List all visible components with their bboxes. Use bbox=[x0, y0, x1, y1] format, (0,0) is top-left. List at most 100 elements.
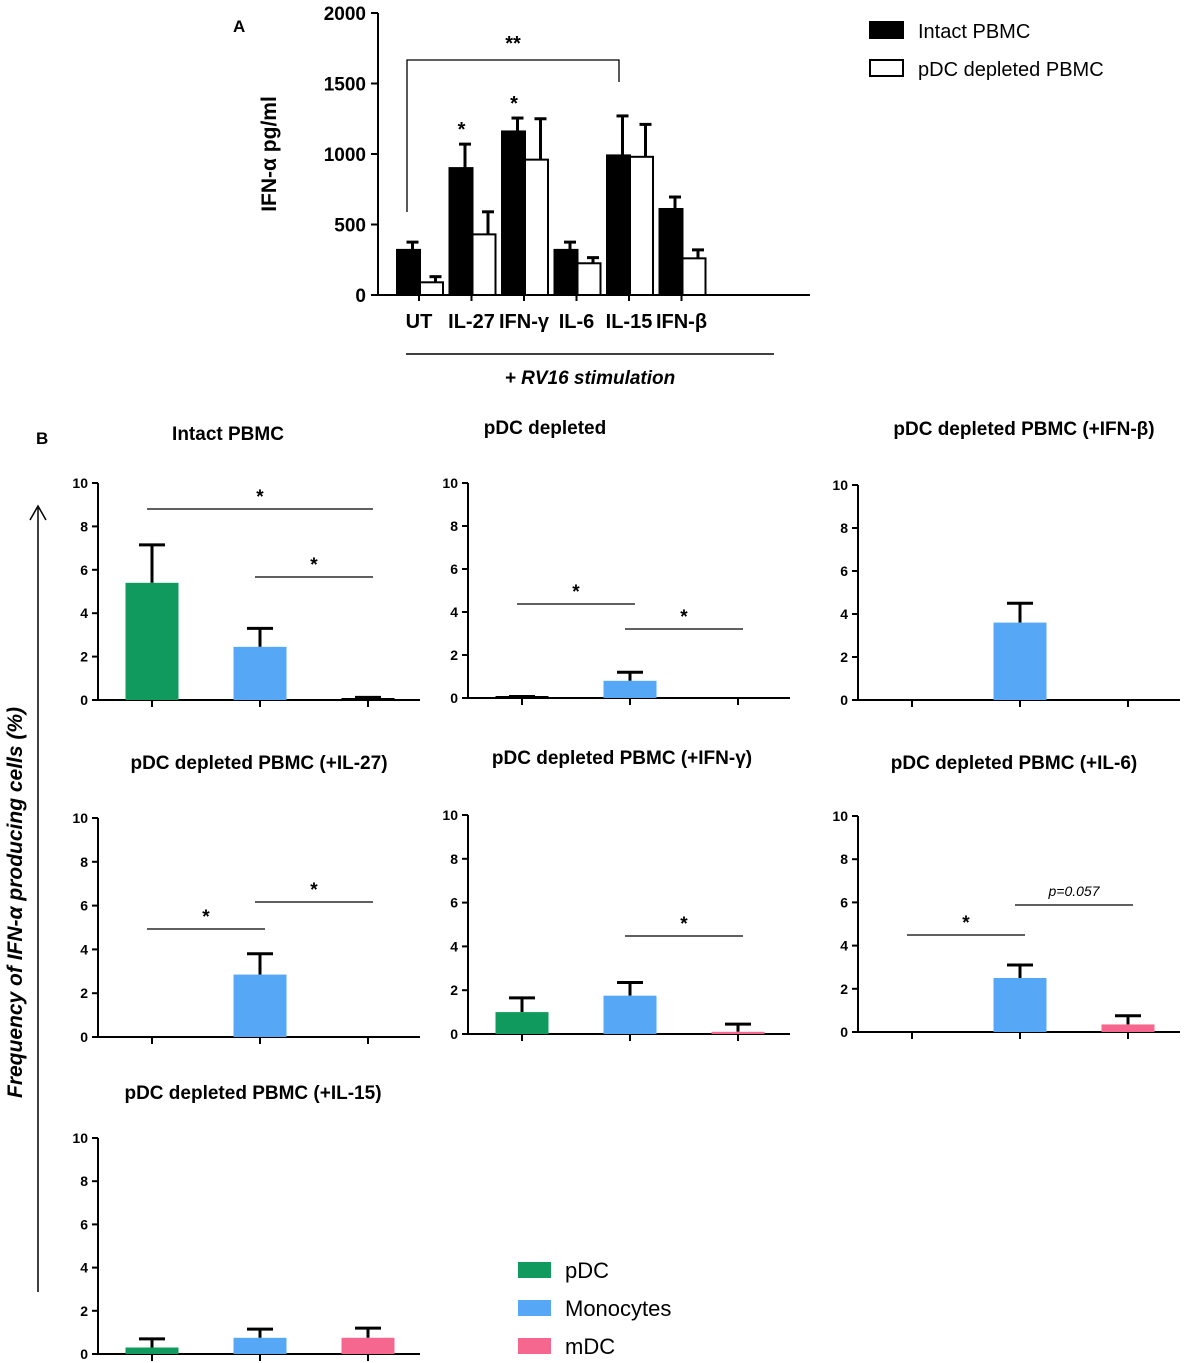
a-legend-label-intact-pbmc: Intact PBMC bbox=[918, 21, 1030, 43]
a-bar-intact-pbmc-il-27 bbox=[448, 167, 474, 297]
b-y-tick-label: 4 bbox=[450, 604, 458, 620]
a-bar-pdc-depleted-pbmc-ut bbox=[419, 281, 444, 296]
b-legend-label-pdc: pDC bbox=[565, 1258, 609, 1283]
b-y-tick-label: 8 bbox=[80, 854, 88, 870]
b-y-tick-label: 0 bbox=[840, 1024, 848, 1040]
b-y-tick-label: 4 bbox=[80, 941, 88, 957]
b-significance-star: * bbox=[680, 914, 688, 935]
b-significance-star: * bbox=[572, 582, 580, 603]
a-x-tick-label-ifn: IFN-β bbox=[656, 311, 707, 333]
a-bar-pdc-depleted-pbmc-il-15 bbox=[629, 155, 654, 296]
b-ylabel-arrow-head bbox=[29, 504, 47, 521]
b-y-tick-label: 0 bbox=[80, 1346, 88, 1362]
b-y-tick-label: 10 bbox=[72, 1130, 88, 1146]
b-y-tick-label: 10 bbox=[832, 477, 848, 493]
b-significance-star: * bbox=[310, 555, 318, 576]
a-bar-intact-pbmc-il-6 bbox=[553, 248, 579, 297]
b-y-tick-label: 10 bbox=[72, 475, 88, 491]
a-bar-intact-pbmc-ut bbox=[396, 248, 421, 297]
b-y-tick-label: 8 bbox=[840, 851, 848, 867]
b-ylabel-group: Frequency of IFN-α producing cells (%) bbox=[4, 504, 47, 1292]
b-y-tick-label: 10 bbox=[832, 808, 848, 824]
b-y-tick-label: 4 bbox=[840, 938, 848, 954]
b-y-tick-label: 0 bbox=[450, 690, 458, 706]
b-y-tick-label: 4 bbox=[80, 1260, 88, 1276]
b-y-tick-label: 2 bbox=[450, 647, 458, 663]
a-x-axis-label: + RV16 stimulation bbox=[505, 368, 676, 389]
b-bar-monocytes bbox=[233, 1337, 287, 1354]
b-bar-pdc bbox=[495, 696, 549, 698]
b-y-tick-label: 4 bbox=[450, 938, 458, 954]
b-bar-monocytes bbox=[993, 978, 1047, 1032]
a-bar-pdc-depleted-pbmc-il-6 bbox=[576, 262, 602, 296]
a-x-tick-label-ut: UT bbox=[406, 311, 433, 333]
b-y-tick-label: 2 bbox=[840, 981, 848, 997]
b-y-tick-label: 2 bbox=[80, 1303, 88, 1319]
a-bar-pdc-depleted-pbmc-ifn bbox=[524, 158, 549, 296]
b-y-tick-label: 8 bbox=[840, 520, 848, 536]
b-chart-pdc-depleted-pbmc-ifn: pDC depleted PBMC (+IFN-β) 0 2 4 6 8 10 bbox=[832, 419, 1180, 708]
b-chart-pdc-depleted-pbmc-ifn: pDC depleted PBMC (+IFN-γ) 0 2 4 6 8 10 * bbox=[442, 748, 790, 1042]
b-y-tick-label: 8 bbox=[80, 518, 88, 534]
b-chart-intact-pbmc: Intact PBMC 0 2 4 6 8 10 * * bbox=[72, 424, 420, 708]
b-y-tick-label: 4 bbox=[80, 605, 88, 621]
b-y-tick-label: 6 bbox=[80, 562, 88, 578]
b-y-tick-label: 2 bbox=[450, 982, 458, 998]
b-chart-title: pDC depleted PBMC (+IL-15) bbox=[124, 1083, 381, 1104]
a-legend-swatch-intact-pbmc bbox=[869, 21, 904, 39]
panel-a-letter: A bbox=[233, 17, 245, 36]
b-y-tick-label: 2 bbox=[80, 985, 88, 1001]
b-significance-star: * bbox=[256, 487, 264, 508]
b-ylabel: Frequency of IFN-α producing cells (%) bbox=[4, 707, 27, 1098]
b-chart-title: pDC depleted PBMC (+IFN-γ) bbox=[492, 748, 752, 769]
b-y-tick-label: 6 bbox=[80, 898, 88, 914]
a-legend-label-pdc-depleted-pbmc: pDC depleted PBMC bbox=[918, 59, 1104, 81]
b-bar-pdc bbox=[495, 1012, 549, 1034]
b-bar-mdc bbox=[341, 698, 395, 700]
b-legend-swatch-pdc bbox=[518, 1262, 551, 1278]
b-y-tick-label: 8 bbox=[450, 518, 458, 534]
b-p-value: p=0.057 bbox=[1048, 883, 1101, 899]
a-bar-intact-pbmc-il-15 bbox=[606, 154, 631, 296]
b-y-tick-label: 2 bbox=[840, 649, 848, 665]
a-bar-intact-pbmc-ifn bbox=[501, 130, 526, 296]
b-y-tick-label: 0 bbox=[840, 692, 848, 708]
b-significance-star: * bbox=[962, 913, 970, 934]
b-y-tick-label: 0 bbox=[450, 1026, 458, 1042]
b-chart-title: pDC depleted PBMC (+IFN-β) bbox=[893, 419, 1154, 440]
panel-b-letter: B bbox=[36, 429, 48, 448]
a-x-tick-label-il-15: IL-15 bbox=[606, 311, 653, 333]
b-significance-star: * bbox=[310, 880, 318, 901]
a-x-tick-label-il-27: IL-27 bbox=[448, 311, 495, 333]
b-y-tick-label: 10 bbox=[72, 810, 88, 826]
b-legend-swatch-monocytes bbox=[518, 1300, 551, 1316]
b-y-tick-label: 10 bbox=[442, 475, 458, 491]
b-chart-pdc-depleted-pbmc-il-6: pDC depleted PBMC (+IL-6) 0 2 4 6 8 10 * p=0.057 bbox=[832, 753, 1180, 1040]
b-bar-pdc bbox=[125, 582, 179, 700]
b-bar-monocytes bbox=[603, 995, 657, 1034]
a-y-tick-label: 1000 bbox=[324, 145, 366, 166]
a-significance-star: * bbox=[458, 119, 466, 141]
b-bar-monocytes bbox=[993, 622, 1047, 700]
a-legend-swatch-pdc-depleted-pbmc bbox=[869, 59, 904, 77]
b-legend: pDC Monocytes mDC bbox=[518, 1258, 671, 1359]
b-y-tick-label: 6 bbox=[450, 895, 458, 911]
a-y-tick-label: 500 bbox=[334, 216, 366, 237]
b-bar-mdc bbox=[1101, 1024, 1155, 1032]
b-y-tick-label: 0 bbox=[80, 692, 88, 708]
b-legend-swatch-mdc bbox=[518, 1338, 551, 1354]
b-bar-mdc bbox=[711, 1031, 765, 1034]
b-y-tick-label: 10 bbox=[442, 807, 458, 823]
b-y-tick-label: 6 bbox=[840, 563, 848, 579]
b-chart-pdc-depleted-pbmc-il-27: pDC depleted PBMC (+IL-27) 0 2 4 6 8 10 * * bbox=[72, 753, 420, 1045]
b-legend-label-mdc: mDC bbox=[565, 1334, 615, 1359]
a-bar-pdc-depleted-pbmc-il-27 bbox=[471, 233, 497, 296]
panel-a-chart: 0 500 1000 1500 2000 IFN-α pg/ml UT IL-27 IFN-γ I… bbox=[258, 4, 1104, 389]
b-significance-star: * bbox=[202, 907, 210, 928]
b-chart-title: Intact PBMC bbox=[172, 424, 284, 445]
b-chart-title: pDC depleted PBMC (+IL-27) bbox=[130, 753, 387, 774]
b-significance-star: * bbox=[680, 607, 688, 628]
b-bar-monocytes bbox=[603, 680, 657, 698]
b-y-tick-label: 4 bbox=[840, 606, 848, 622]
b-y-tick-label: 8 bbox=[450, 851, 458, 867]
